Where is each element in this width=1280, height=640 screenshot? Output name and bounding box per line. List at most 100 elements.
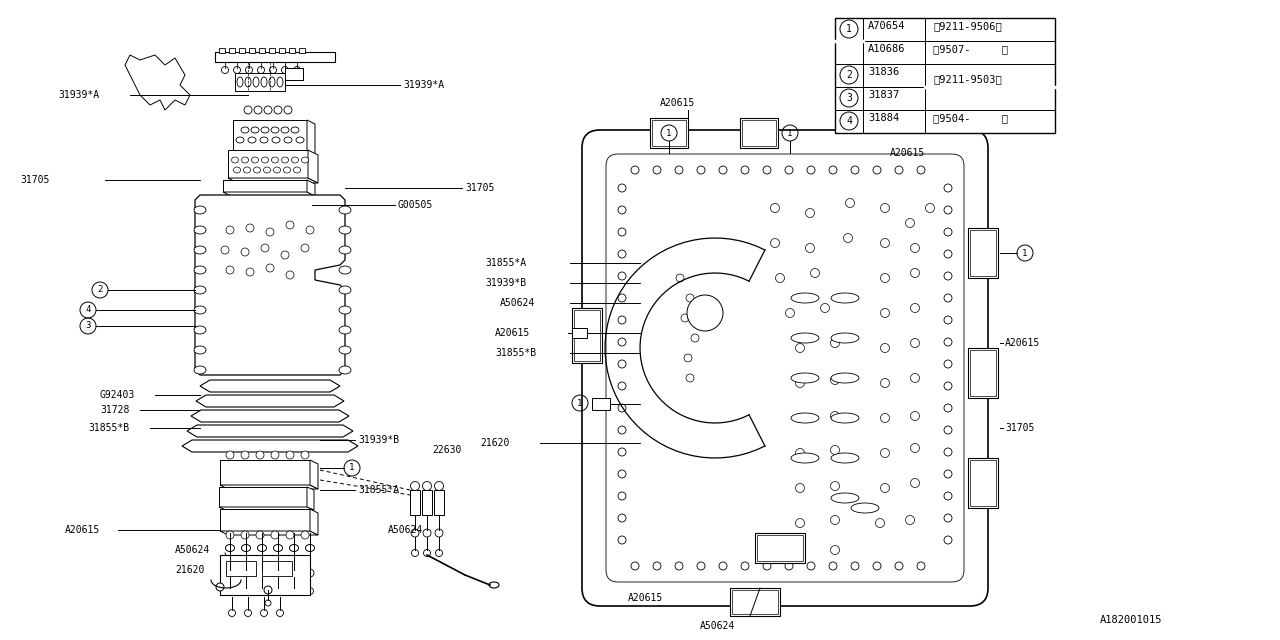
Circle shape	[411, 481, 420, 490]
Circle shape	[786, 308, 795, 317]
Circle shape	[945, 536, 952, 544]
Ellipse shape	[195, 346, 206, 354]
Circle shape	[256, 451, 264, 459]
Ellipse shape	[339, 226, 351, 234]
Circle shape	[785, 166, 794, 174]
Ellipse shape	[831, 333, 859, 343]
Bar	[219, 48, 225, 53]
Ellipse shape	[274, 167, 280, 173]
Circle shape	[435, 550, 443, 557]
Bar	[269, 48, 275, 53]
Circle shape	[945, 316, 952, 324]
Text: 4: 4	[86, 305, 91, 314]
Circle shape	[945, 426, 952, 434]
Circle shape	[284, 106, 292, 114]
Polygon shape	[228, 178, 317, 183]
Ellipse shape	[248, 137, 256, 143]
Text: 3: 3	[86, 321, 91, 330]
Circle shape	[876, 518, 884, 527]
Circle shape	[795, 378, 805, 387]
Polygon shape	[187, 425, 353, 437]
Text: A50624: A50624	[175, 545, 210, 555]
Circle shape	[227, 588, 233, 595]
Circle shape	[831, 412, 840, 420]
Circle shape	[618, 404, 626, 412]
Ellipse shape	[339, 286, 351, 294]
Ellipse shape	[273, 137, 280, 143]
Circle shape	[241, 248, 250, 256]
Circle shape	[795, 413, 805, 422]
Circle shape	[618, 250, 626, 258]
Bar	[730, 588, 780, 616]
Circle shape	[719, 562, 727, 570]
Circle shape	[271, 451, 279, 459]
Text: A20615: A20615	[890, 148, 925, 158]
Circle shape	[618, 448, 626, 456]
Circle shape	[686, 374, 694, 382]
Circle shape	[221, 246, 229, 254]
Circle shape	[881, 239, 890, 248]
Circle shape	[795, 548, 805, 557]
Circle shape	[831, 376, 840, 385]
Polygon shape	[200, 380, 340, 392]
Polygon shape	[308, 150, 317, 183]
Text: 31728: 31728	[100, 405, 129, 415]
Text: 1: 1	[846, 24, 852, 34]
Ellipse shape	[271, 127, 279, 133]
Polygon shape	[307, 487, 314, 510]
Circle shape	[945, 448, 952, 456]
Polygon shape	[182, 440, 358, 452]
Text: 2: 2	[846, 70, 852, 80]
Circle shape	[618, 294, 626, 302]
Bar	[591, 398, 611, 410]
Circle shape	[653, 562, 660, 570]
Circle shape	[618, 338, 626, 346]
Ellipse shape	[289, 545, 298, 552]
Circle shape	[227, 226, 234, 234]
Ellipse shape	[791, 293, 819, 303]
Ellipse shape	[195, 286, 206, 294]
Ellipse shape	[195, 206, 206, 214]
Circle shape	[242, 569, 250, 577]
Circle shape	[785, 562, 794, 570]
Circle shape	[306, 569, 314, 577]
Circle shape	[285, 451, 294, 459]
Circle shape	[291, 569, 298, 577]
Text: 1: 1	[577, 399, 582, 408]
Text: 〨9504-     〉: 〨9504- 〉	[933, 113, 1009, 123]
Circle shape	[301, 531, 308, 539]
Circle shape	[618, 470, 626, 478]
Circle shape	[925, 204, 934, 212]
Ellipse shape	[276, 77, 283, 87]
Polygon shape	[223, 180, 307, 192]
Bar	[227, 561, 256, 576]
Ellipse shape	[261, 77, 268, 87]
Circle shape	[676, 274, 684, 282]
Bar	[259, 48, 265, 53]
Text: 2: 2	[97, 285, 102, 294]
Circle shape	[270, 67, 276, 74]
Ellipse shape	[195, 266, 206, 274]
Circle shape	[945, 382, 952, 390]
Text: A50624: A50624	[388, 525, 424, 535]
Text: 31855*A: 31855*A	[358, 485, 399, 495]
Circle shape	[618, 514, 626, 522]
Polygon shape	[196, 395, 344, 407]
Bar	[756, 535, 803, 561]
Bar	[289, 48, 294, 53]
Ellipse shape	[831, 493, 859, 503]
Polygon shape	[220, 460, 310, 485]
Ellipse shape	[251, 157, 259, 163]
Polygon shape	[219, 507, 314, 510]
Circle shape	[274, 106, 282, 114]
Text: 1: 1	[1023, 248, 1028, 257]
Circle shape	[844, 234, 852, 243]
Circle shape	[851, 562, 859, 570]
Polygon shape	[220, 485, 317, 489]
Text: 3: 3	[846, 93, 852, 103]
Ellipse shape	[831, 413, 859, 423]
Circle shape	[741, 562, 749, 570]
Circle shape	[831, 515, 840, 525]
Circle shape	[831, 339, 840, 348]
Polygon shape	[219, 487, 307, 507]
